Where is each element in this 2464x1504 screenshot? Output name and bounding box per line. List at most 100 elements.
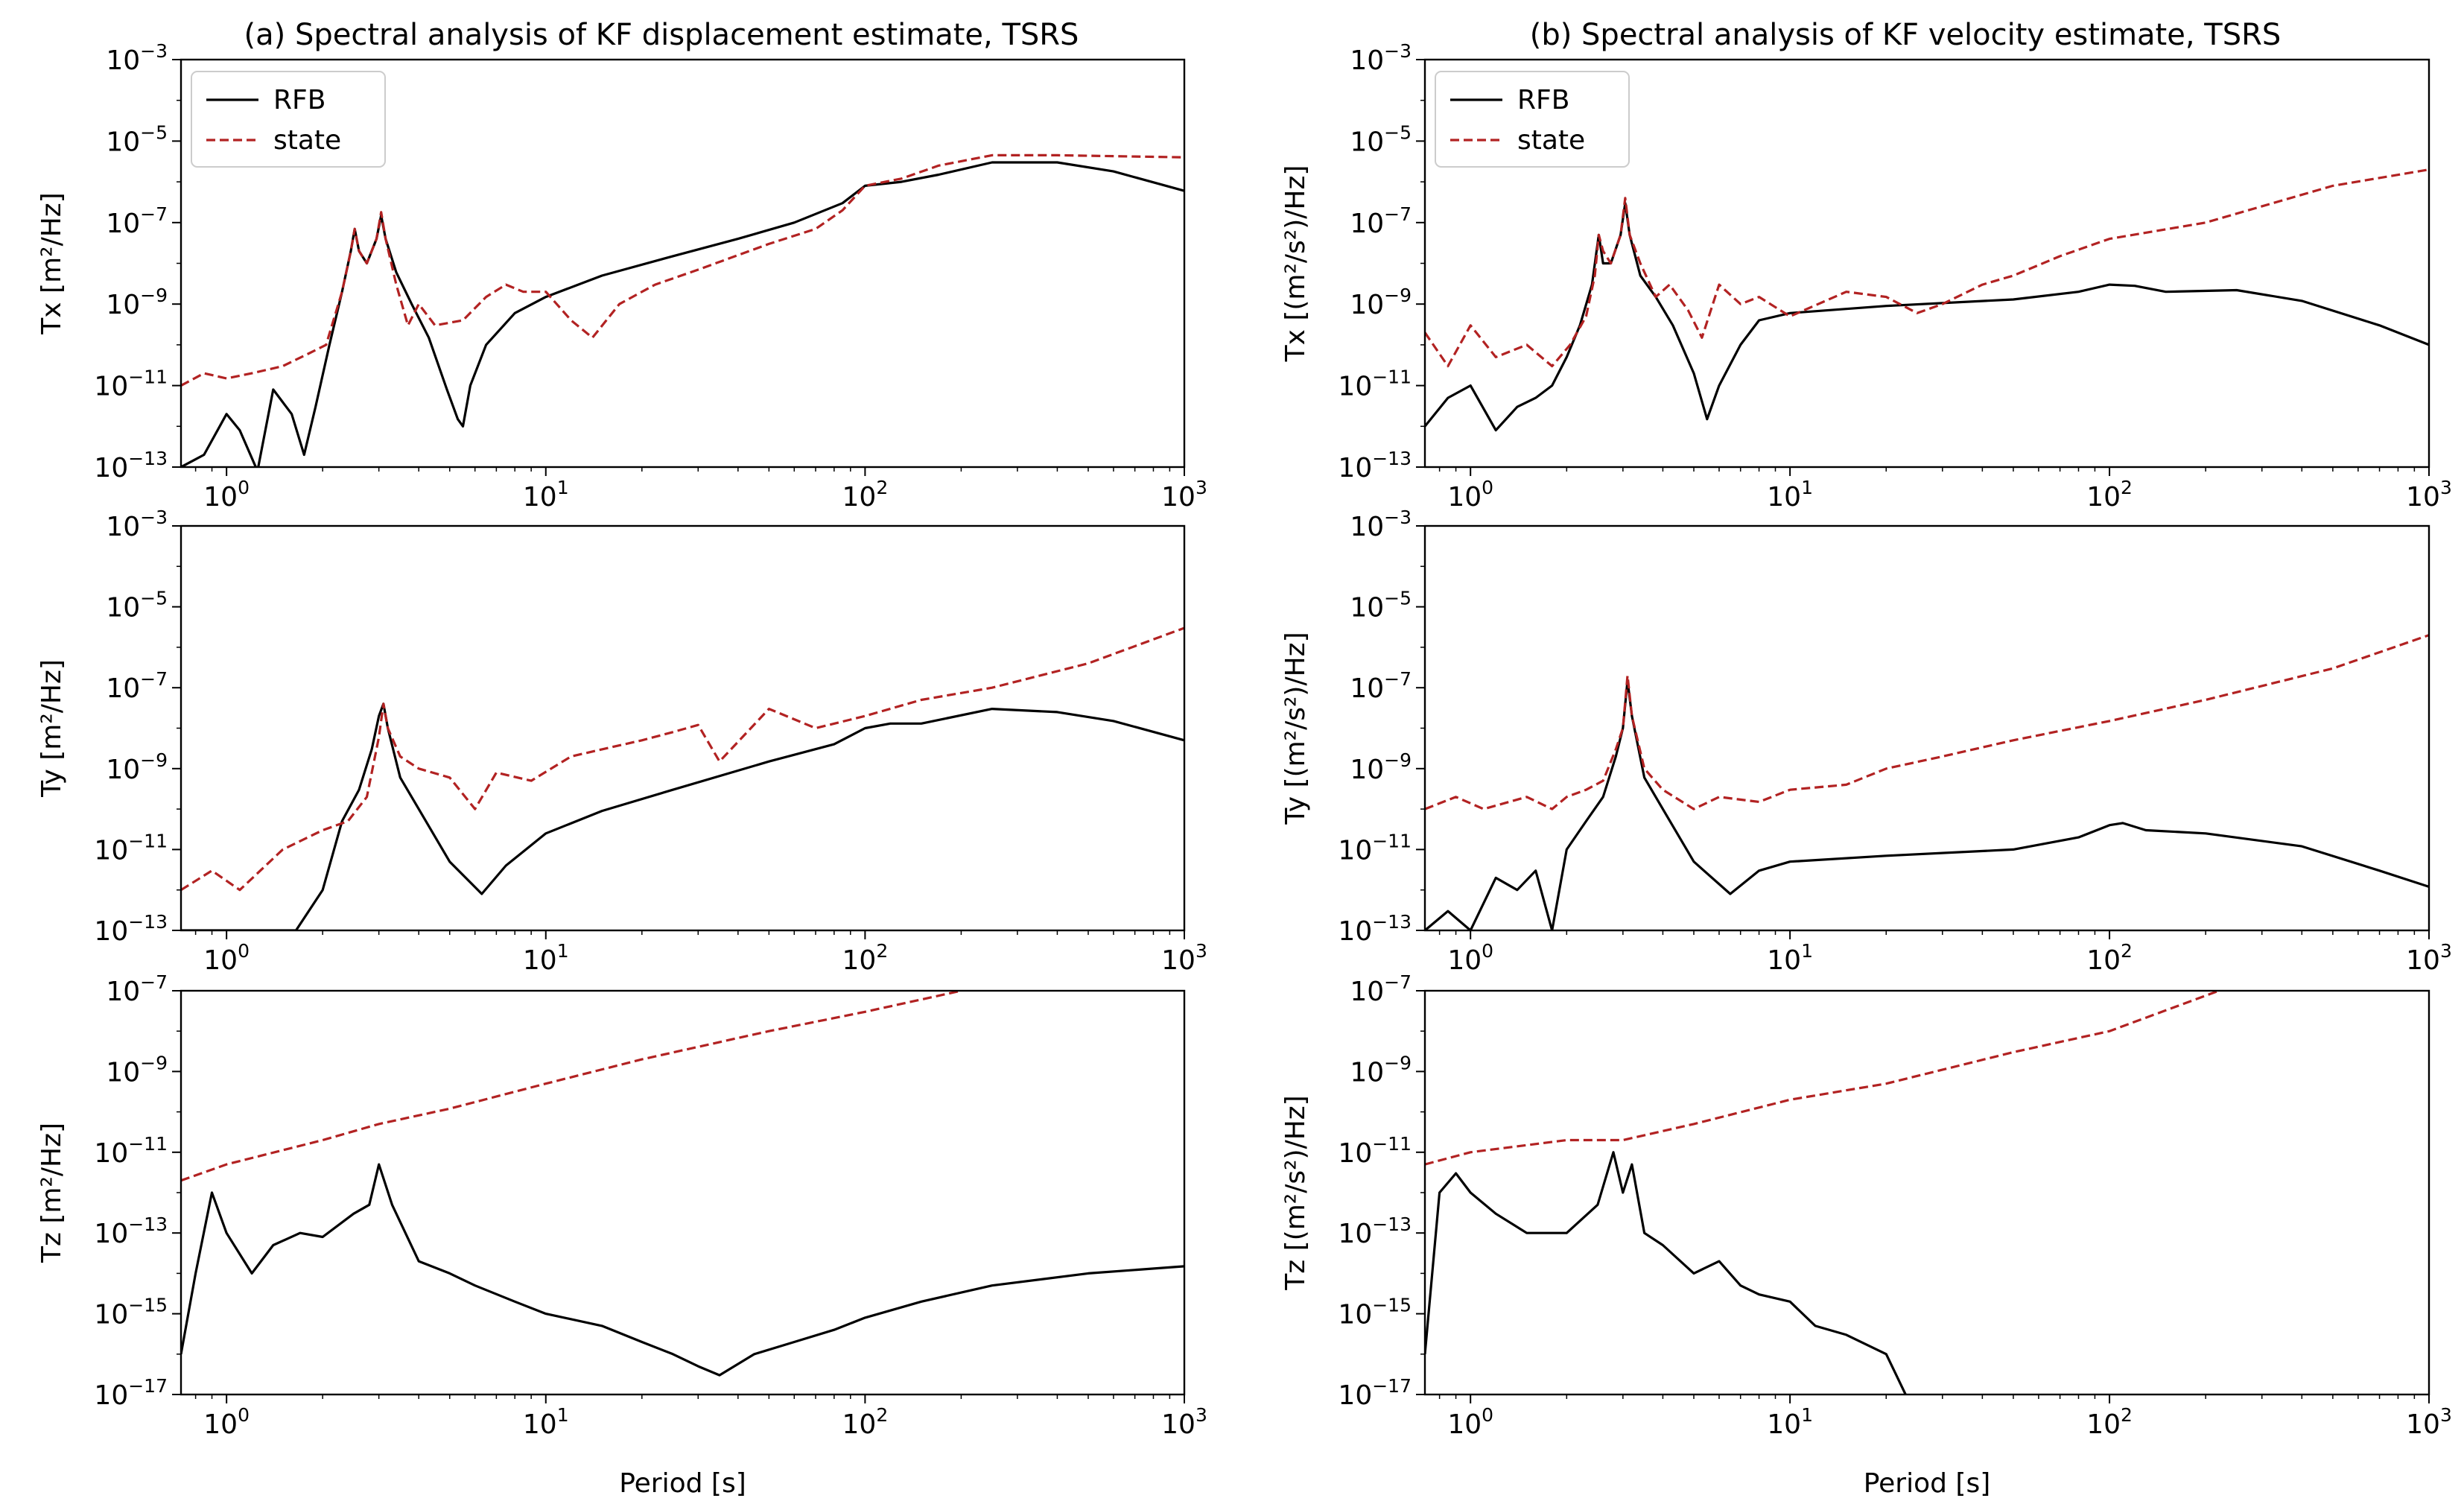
- panel-1: 10−13 10−11 10−9 10−7 10−5 10−3 100 101 102 103 Ty…: [36, 507, 1207, 976]
- y-axis-label: Tx [m²/Hz]: [36, 192, 67, 334]
- legend-rfb-label: RFB: [1517, 85, 1569, 115]
- x-tick-label: 102: [842, 1404, 889, 1440]
- x-tick-label: 101: [1767, 940, 1813, 976]
- y-axis-label: Tx [(m²/s²)/Hz]: [1280, 165, 1311, 363]
- y-tick-label: 10−3: [1350, 40, 1412, 76]
- axes-frame: [1423, 989, 2430, 1396]
- series-rfb-line: [1425, 1151, 1907, 1394]
- y-tick-label: 10−11: [1338, 830, 1412, 866]
- x-tick-label: 103: [2406, 477, 2452, 513]
- x-tick-label: 101: [523, 1404, 569, 1440]
- x-tick-label: 100: [203, 940, 250, 976]
- y-tick-label: 10−3: [1350, 507, 1412, 542]
- y-tick-label: 10−9: [1350, 1052, 1412, 1088]
- y-axis-label: Ty [(m²/s²)/Hz]: [1280, 632, 1311, 825]
- x-tick-label: 101: [1767, 477, 1813, 513]
- axes-frame: [1423, 524, 2430, 932]
- y-tick-label: 10−15: [1338, 1295, 1412, 1330]
- legend: RFB state: [1435, 71, 1630, 168]
- series-state-line: [181, 626, 1184, 892]
- y-tick-label: 10−11: [94, 367, 168, 402]
- y-axis-label: Tz [(m²/s²)/Hz]: [1280, 1095, 1311, 1290]
- panel-2: 10−17 10−15 10−13 10−11 10−9 10−7 100 101 102 103…: [36, 971, 1207, 1499]
- series-state-line: [1425, 634, 2429, 810]
- y-tick-label: 10−5: [1350, 588, 1412, 624]
- series-rfb-line: [181, 1163, 1184, 1377]
- x-tick-label: 102: [2086, 477, 2133, 513]
- y-tick-label: 10−11: [1338, 367, 1412, 402]
- x-tick-label: 102: [2086, 1404, 2133, 1440]
- x-axis-label: Period [s]: [1864, 1468, 1991, 1499]
- panel-0: 10−13 10−11 10−9 10−7 10−5 10−3 100 101 102 103 Tx…: [36, 40, 1207, 513]
- series-state-line: [181, 153, 1184, 387]
- x-tick-label: 102: [842, 477, 889, 513]
- column-b-title: (b) Spectral analysis of KF velocity est…: [1530, 18, 2282, 52]
- y-tick-label: 10−7: [1350, 668, 1412, 704]
- x-tick-label: 103: [2406, 1404, 2452, 1440]
- series-rfb-line: [181, 161, 1184, 467]
- legend-rfb-label: RFB: [273, 85, 326, 115]
- y-tick-label: 10−13: [94, 448, 168, 483]
- y-tick-label: 10−11: [1338, 1133, 1412, 1169]
- legend-state-label: state: [273, 125, 341, 156]
- y-tick-label: 10−17: [94, 1375, 168, 1411]
- series-rfb-line: [1425, 679, 2429, 930]
- y-tick-label: 10−7: [1350, 203, 1412, 239]
- y-tick-label: 10−13: [94, 911, 168, 947]
- series-rfb-line: [181, 702, 1184, 930]
- y-tick-label: 10−5: [106, 588, 168, 624]
- x-tick-label: 102: [2086, 940, 2133, 976]
- x-axis-label: Period [s]: [619, 1468, 746, 1499]
- panel-4: 10−13 10−11 10−9 10−7 10−5 10−3 100 101 102 103 Ty…: [1280, 507, 2452, 976]
- panel-3: 10−13 10−11 10−9 10−7 10−5 10−3 100 101 102 103 Tx…: [1280, 40, 2452, 513]
- y-tick-label: 10−9: [1350, 285, 1412, 320]
- y-tick-label: 10−13: [1338, 911, 1412, 947]
- y-tick-label: 10−15: [94, 1295, 168, 1330]
- y-tick-label: 10−13: [1338, 448, 1412, 483]
- y-tick-label: 10−7: [106, 668, 168, 704]
- y-tick-label: 10−9: [106, 1052, 168, 1088]
- x-tick-label: 101: [523, 477, 569, 513]
- y-tick-label: 10−9: [106, 285, 168, 320]
- x-tick-label: 101: [1767, 1404, 1813, 1440]
- y-tick-label: 10−13: [1338, 1213, 1412, 1249]
- x-tick-label: 101: [523, 940, 569, 976]
- y-tick-label: 10−13: [94, 1213, 168, 1249]
- x-tick-label: 100: [1447, 1404, 1493, 1440]
- y-tick-label: 10−7: [1350, 971, 1412, 1007]
- x-tick-label: 103: [2406, 940, 2452, 976]
- x-tick-label: 100: [1447, 477, 1493, 513]
- y-tick-label: 10−11: [94, 1133, 168, 1169]
- x-tick-label: 103: [1161, 477, 1207, 513]
- y-tick-label: 10−3: [106, 40, 168, 76]
- legend: RFB state: [191, 71, 386, 168]
- y-tick-label: 10−9: [106, 749, 168, 785]
- y-tick-label: 10−17: [1338, 1375, 1412, 1411]
- column-a-title: (a) Spectral analysis of KF displacement…: [244, 18, 1079, 52]
- y-tick-label: 10−11: [94, 830, 168, 866]
- series-state-line: [181, 991, 962, 1182]
- x-tick-label: 103: [1161, 1404, 1207, 1440]
- legend-box: [1435, 71, 1630, 168]
- y-tick-label: 10−7: [106, 971, 168, 1007]
- y-axis-label: Ty [m²/Hz]: [36, 659, 67, 798]
- y-tick-label: 10−9: [1350, 749, 1412, 785]
- x-tick-label: 103: [1161, 940, 1207, 976]
- x-tick-label: 102: [842, 940, 889, 976]
- legend-state-label: state: [1517, 125, 1585, 156]
- x-tick-label: 100: [203, 1404, 250, 1440]
- panel-5: 10−17 10−15 10−13 10−11 10−9 10−7 100 101 102 103…: [1280, 971, 2452, 1499]
- panels: 10−13 10−11 10−9 10−7 10−5 10−3 100 101 102 103 Tx…: [36, 40, 2452, 1499]
- series-rfb-line: [1425, 202, 2429, 432]
- series-state-line: [1425, 991, 2220, 1166]
- x-tick-label: 100: [203, 477, 250, 513]
- x-tick-label: 100: [1447, 940, 1493, 976]
- y-tick-label: 10−5: [106, 121, 168, 157]
- series-state-line: [1425, 168, 2429, 368]
- y-tick-label: 10−3: [106, 507, 168, 542]
- y-tick-label: 10−7: [106, 203, 168, 239]
- y-axis-label: Tz [m²/Hz]: [36, 1123, 67, 1263]
- y-tick-label: 10−5: [1350, 121, 1412, 157]
- legend-box: [191, 71, 386, 168]
